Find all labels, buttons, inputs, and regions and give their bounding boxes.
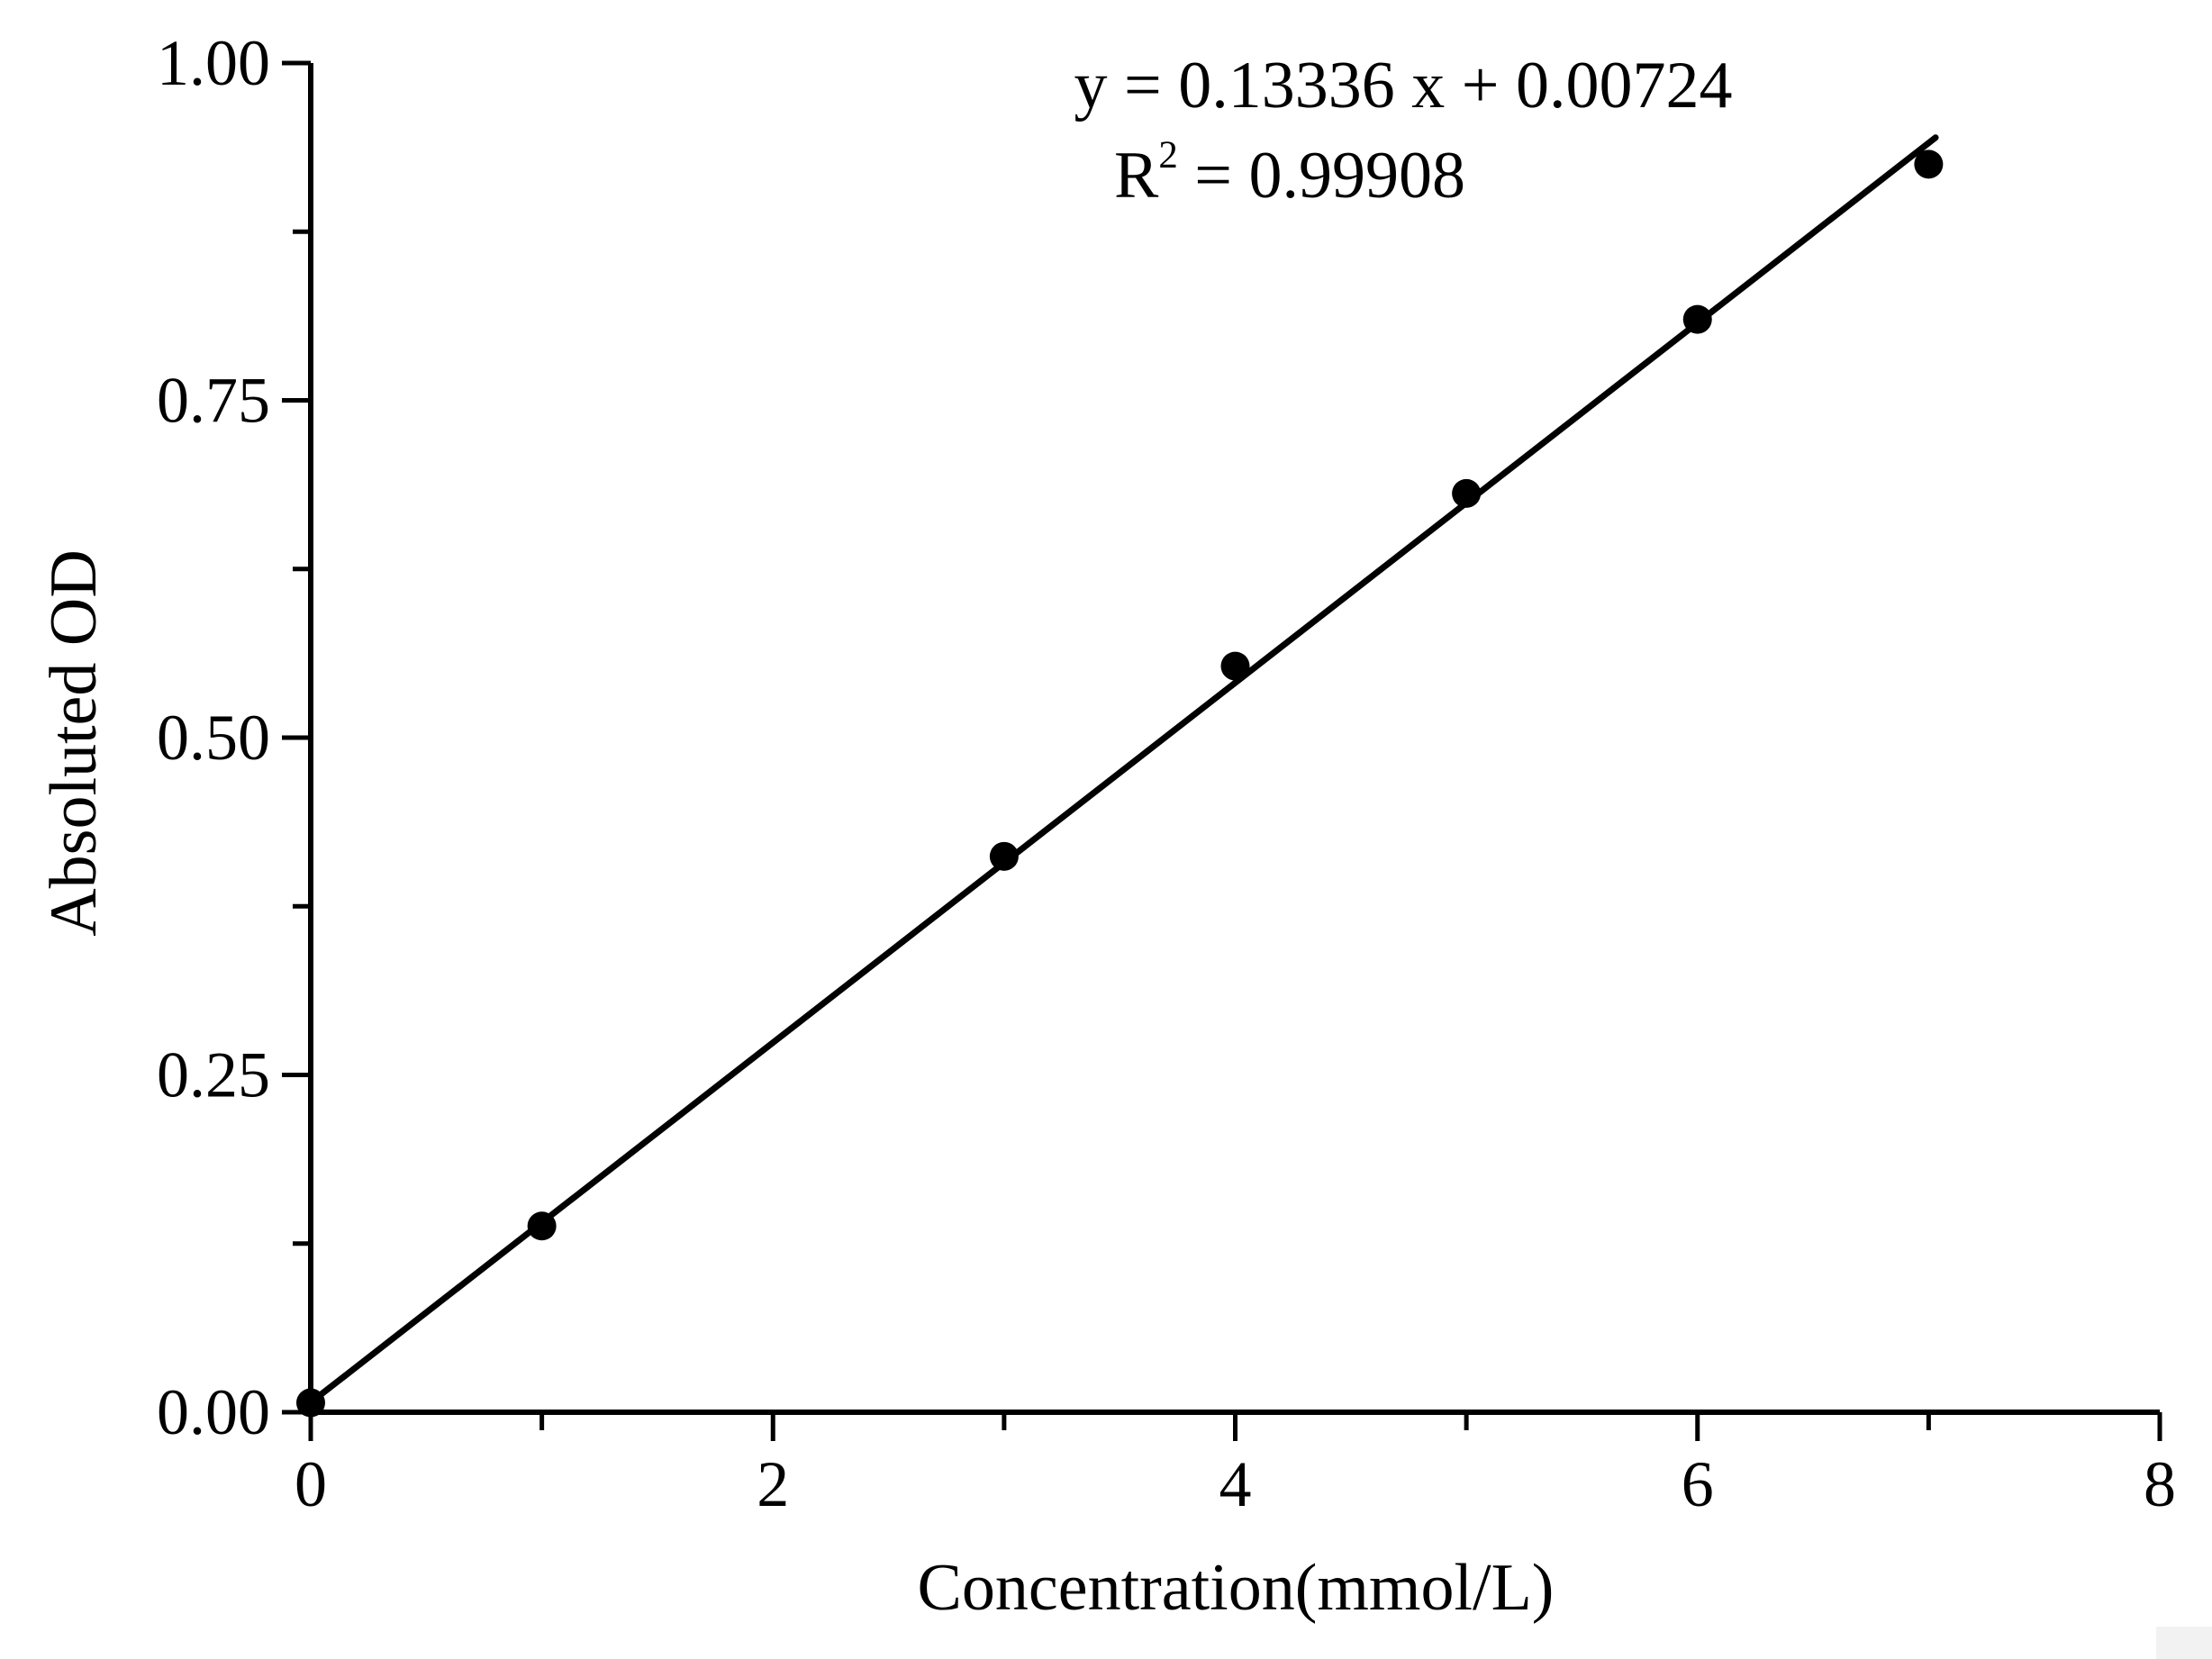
data-point xyxy=(1452,478,1482,508)
data-point xyxy=(1682,304,1712,334)
r-squared-value: = 0.99908 xyxy=(1177,139,1466,213)
x-tick-label: 4 xyxy=(1219,1448,1252,1520)
data-point xyxy=(989,841,1019,871)
y-axis-title: Absoluted OD xyxy=(37,549,111,937)
data-point xyxy=(527,1211,557,1241)
x-tick-label: 0 xyxy=(295,1448,327,1520)
y-tick-label: 0.50 xyxy=(157,702,270,774)
y-tick-label: 0.25 xyxy=(157,1039,270,1111)
r-squared-base: R xyxy=(1113,139,1159,213)
data-point xyxy=(1914,150,1944,179)
x-tick-label: 6 xyxy=(1682,1448,1714,1520)
y-tick-label: 0.75 xyxy=(157,365,270,437)
x-tick-label: 8 xyxy=(2144,1448,2176,1520)
r-squared-text: R2 = 0.99908 xyxy=(839,136,1740,209)
corner-artifact xyxy=(2156,1627,2212,1659)
data-point xyxy=(1220,651,1250,681)
data-point xyxy=(296,1388,325,1418)
r-squared-exponent: 2 xyxy=(1158,133,1178,177)
x-axis-title: Concentration(mmol/L) xyxy=(917,1551,1555,1625)
y-tick-label: 1.00 xyxy=(157,27,270,99)
x-tick-label: 2 xyxy=(757,1448,789,1520)
y-tick-label: 0.00 xyxy=(157,1376,270,1448)
fit-line xyxy=(307,134,1939,1406)
fit-equation-text: y = 0.13336 x + 0.00724 xyxy=(1074,49,1733,122)
